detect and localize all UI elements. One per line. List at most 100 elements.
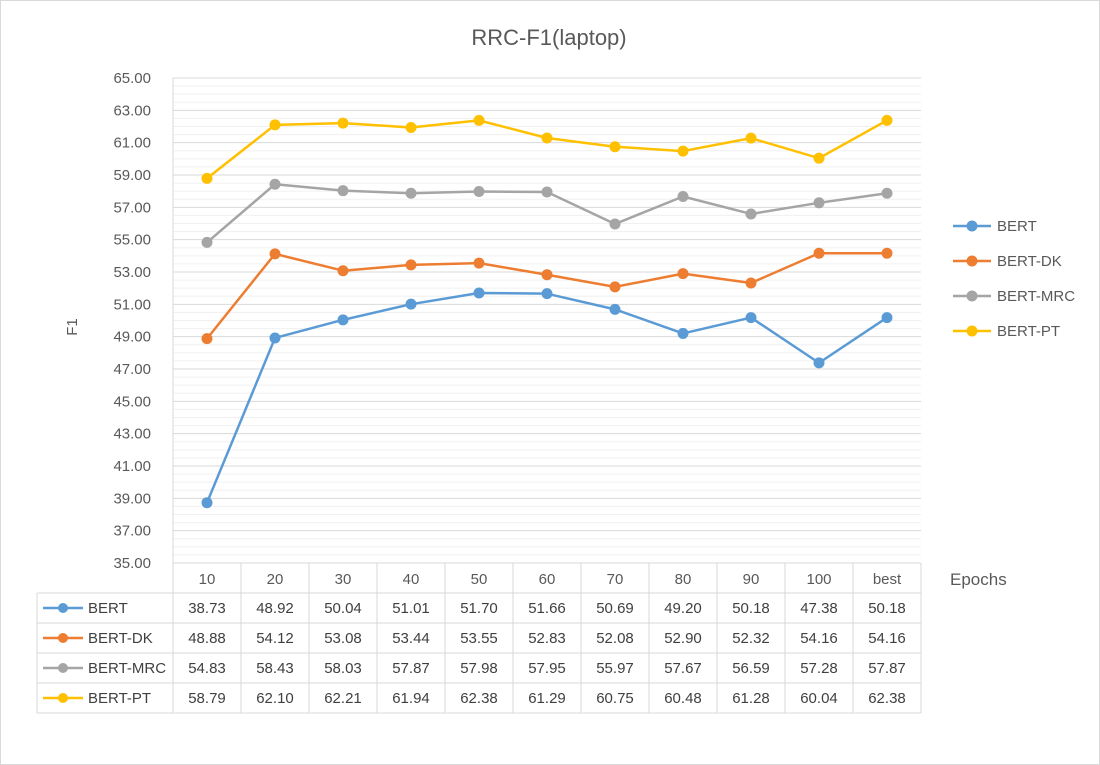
- data-point: [473, 185, 485, 197]
- data-point: [881, 247, 893, 259]
- table-row-label: BERT: [88, 600, 128, 617]
- table-cell-value: 54.83: [188, 660, 226, 677]
- table-cell-value: 62.38: [460, 690, 498, 707]
- table-cell-value: 53.08: [324, 630, 362, 647]
- table-cell-value: 61.28: [732, 690, 770, 707]
- table-cell-value: 38.73: [188, 600, 226, 617]
- data-point: [881, 312, 893, 324]
- data-point: [745, 312, 757, 324]
- x-tick-label: best: [873, 571, 902, 588]
- table-cell-value: 54.16: [800, 630, 838, 647]
- data-point: [473, 114, 485, 126]
- data-point: [269, 248, 281, 260]
- data-point: [405, 298, 417, 310]
- table-cell-value: 48.88: [188, 630, 226, 647]
- y-tick-label: 37.00: [113, 523, 151, 540]
- table-cell-value: 50.18: [732, 600, 770, 617]
- table-cell-value: 50.18: [868, 600, 906, 617]
- data-point: [541, 186, 553, 198]
- x-tick-label: 60: [539, 571, 556, 588]
- table-cell-value: 62.10: [256, 690, 294, 707]
- data-point: [201, 333, 213, 345]
- table-cell-value: 52.08: [596, 630, 634, 647]
- table-cell-value: 50.04: [324, 600, 362, 617]
- table-cell-value: 53.44: [392, 630, 430, 647]
- chart-title: RRC-F1(laptop): [471, 25, 626, 50]
- table-cell-value: 56.59: [732, 660, 770, 677]
- x-tick-label: 80: [675, 571, 692, 588]
- series-line: [205, 291, 888, 504]
- x-tick-label: 30: [335, 571, 352, 588]
- data-point: [677, 145, 689, 157]
- data-point: [337, 117, 349, 129]
- table-cell-value: 62.21: [324, 690, 362, 707]
- data-point: [609, 218, 621, 230]
- table-cell-value: 47.38: [800, 600, 838, 617]
- data-point: [677, 191, 689, 203]
- table-cell-value: 48.92: [256, 600, 294, 617]
- data-point: [813, 197, 825, 209]
- y-tick-label: 61.00: [113, 135, 151, 152]
- data-point: [201, 236, 213, 248]
- y-tick-label: 49.00: [113, 329, 151, 346]
- data-point: [813, 357, 825, 369]
- data-point: [405, 121, 417, 133]
- data-point: [881, 114, 893, 126]
- data-point: [745, 132, 757, 144]
- data-point: [677, 327, 689, 339]
- table-cell-value: 51.70: [460, 600, 498, 617]
- y-tick-label: 47.00: [113, 361, 151, 378]
- data-point: [745, 277, 757, 289]
- y-tick-label: 35.00: [113, 555, 151, 572]
- data-point: [541, 288, 553, 300]
- table-cell-value: 52.32: [732, 630, 770, 647]
- x-tick-label: 50: [471, 571, 488, 588]
- data-point: [337, 265, 349, 277]
- y-tick-label: 63.00: [113, 102, 151, 119]
- data-point: [201, 172, 213, 184]
- data-point: [405, 259, 417, 271]
- table-cell-value: 57.87: [868, 660, 906, 677]
- data-point: [881, 187, 893, 199]
- table-cell-value: 61.29: [528, 690, 566, 707]
- legend: BERT BERT-DK BERT-MRC BERT-PT: [953, 218, 1075, 340]
- y-axis-label: F1: [64, 318, 81, 336]
- table-cell-value: 58.03: [324, 660, 362, 677]
- table-legend-key-marker: [58, 663, 68, 673]
- legend-key-marker: [966, 220, 978, 232]
- table-row-label: BERT-DK: [88, 630, 153, 647]
- series-lines: [201, 114, 893, 509]
- table-cell-value: 57.67: [664, 660, 702, 677]
- legend-key-marker: [966, 255, 978, 267]
- table-cell-value: 54.12: [256, 630, 294, 647]
- y-tick-labels: 35.00 37.00 39.00 41.00 43.00 45.00 47.00 49.00…: [113, 70, 151, 572]
- x-axis-label: Epochs: [950, 570, 1007, 589]
- y-tick-label: 43.00: [113, 426, 151, 443]
- table-cell-value: 62.38: [868, 690, 906, 707]
- x-tick-label: 10: [199, 571, 216, 588]
- data-point: [541, 269, 553, 281]
- table-cell-value: 51.66: [528, 600, 566, 617]
- data-point: [813, 152, 825, 164]
- table-cell-value: 54.16: [868, 630, 906, 647]
- x-tick-label: 90: [743, 571, 760, 588]
- series-line: [206, 119, 888, 180]
- table-cell-value: 57.28: [800, 660, 838, 677]
- table-cell-value: 58.43: [256, 660, 294, 677]
- legend-entry-label: BERT-PT: [997, 323, 1060, 340]
- table-cell-value: 60.04: [800, 690, 838, 707]
- table-cell-value: 57.87: [392, 660, 430, 677]
- legend-entry-label: BERT-MRC: [997, 288, 1075, 305]
- y-tick-label: 41.00: [113, 458, 151, 475]
- gridlines: [172, 77, 921, 564]
- data-point: [269, 178, 281, 190]
- data-point: [541, 132, 553, 144]
- y-tick-label: 39.00: [113, 490, 151, 507]
- legend-key-marker: [966, 290, 978, 302]
- data-point: [677, 268, 689, 280]
- y-tick-label: 55.00: [113, 232, 151, 249]
- data-table: 10 20 30 40 50 60 70 80 90 100 best BERT 38.73 48.92 5…: [36, 562, 922, 714]
- y-tick-label: 65.00: [113, 70, 151, 87]
- data-point: [609, 281, 621, 293]
- data-point: [813, 247, 825, 259]
